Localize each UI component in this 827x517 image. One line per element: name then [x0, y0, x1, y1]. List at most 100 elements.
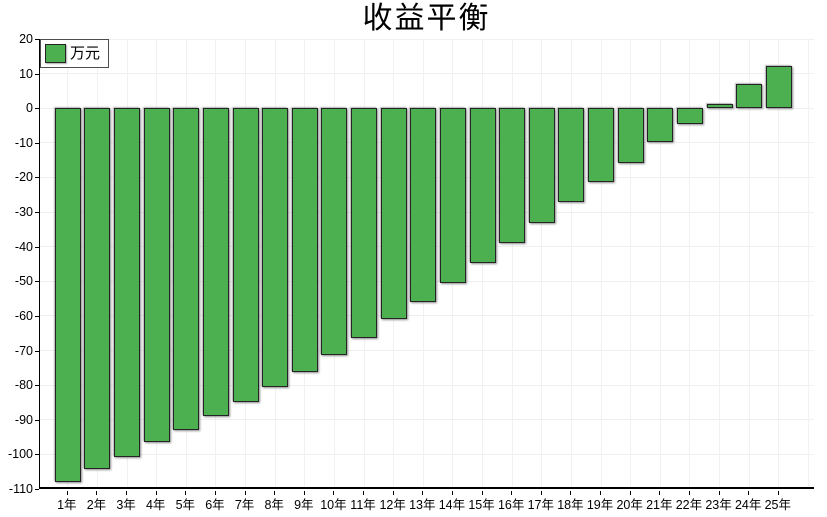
bar-1年[interactable]	[54, 108, 81, 483]
v-gridline	[659, 39, 661, 487]
y-tick-label: 20	[19, 32, 33, 46]
y-axis-tick	[35, 350, 39, 352]
bar-20年[interactable]	[617, 108, 644, 163]
bar-16年[interactable]	[499, 108, 526, 243]
y-axis-tick	[35, 108, 39, 110]
bar-24年[interactable]	[736, 84, 763, 109]
bar-5年[interactable]	[173, 108, 200, 431]
bar-9年[interactable]	[291, 108, 318, 373]
v-gridline	[482, 39, 484, 487]
bar-6年[interactable]	[202, 108, 229, 417]
h-gridline	[40, 419, 814, 421]
x-tick-label: 19年	[586, 498, 614, 512]
bar-19年[interactable]	[588, 108, 615, 183]
x-tick-label: 24年	[734, 498, 762, 512]
bar-21年[interactable]	[647, 108, 674, 142]
v-gridline	[689, 39, 691, 487]
y-tick-label: -60	[14, 308, 33, 323]
h-gridline	[40, 384, 814, 386]
chart-title: 收益平衡	[362, 2, 491, 35]
bar-25年[interactable]	[765, 66, 792, 109]
bar-15年[interactable]	[469, 108, 496, 263]
y-axis-tick	[35, 39, 39, 40]
x-axis-tick	[659, 491, 661, 495]
v-gridline	[807, 39, 809, 487]
bar-18年[interactable]	[558, 108, 585, 203]
x-axis-tick	[600, 491, 602, 495]
x-tick-label: 20年	[616, 498, 643, 512]
x-tick-label: 3年	[116, 498, 136, 512]
v-gridline	[748, 39, 750, 487]
x-tick-label: 13年	[409, 498, 436, 512]
y-axis-tick	[35, 385, 39, 387]
x-axis-tick	[155, 491, 157, 495]
y-tick-label: -40	[14, 239, 33, 254]
bar-14年[interactable]	[439, 108, 466, 283]
x-axis-tick	[126, 491, 128, 495]
y-tick-label: -90	[14, 412, 33, 427]
v-gridline	[570, 39, 572, 487]
x-tick-label: 1年	[57, 498, 77, 512]
bar-10年[interactable]	[321, 108, 348, 356]
x-tick-label: 25年	[764, 498, 791, 512]
x-axis-tick	[777, 491, 779, 495]
x-axis-tick	[363, 491, 365, 495]
y-tick-label: -70	[14, 343, 33, 358]
x-axis-tick	[570, 491, 572, 495]
x-tick-label: 22年	[675, 498, 703, 512]
bar-8年[interactable]	[262, 108, 289, 388]
x-tick-label: 17年	[527, 498, 554, 512]
x-tick-label: 15年	[468, 498, 495, 512]
bar-11年[interactable]	[351, 108, 378, 339]
x-tick-label: 5年	[175, 498, 196, 512]
x-axis-tick	[66, 491, 68, 495]
legend[interactable]: 万元	[40, 39, 110, 68]
h-gridline	[40, 350, 814, 352]
plot-area	[39, 38, 814, 489]
x-tick-label: 16年	[497, 498, 525, 512]
bar-12年[interactable]	[380, 108, 407, 320]
legend-label: 万元	[70, 45, 101, 62]
bar-2年[interactable]	[84, 108, 111, 470]
bar-13年[interactable]	[410, 108, 437, 302]
y-axis-tick	[35, 489, 39, 490]
bar-23年[interactable]	[706, 104, 733, 109]
x-axis-tick	[540, 491, 542, 495]
x-axis-tick	[629, 491, 631, 495]
x-axis-tick	[333, 491, 335, 495]
v-gridline	[541, 39, 543, 487]
x-tick-label: 10年	[320, 498, 347, 512]
legend-swatch-icon	[45, 44, 66, 63]
v-gridline	[778, 39, 780, 487]
v-gridline	[511, 39, 513, 487]
y-tick-label: 0	[26, 101, 33, 116]
h-gridline	[40, 453, 814, 455]
bar-3年[interactable]	[114, 108, 141, 458]
x-tick-label: 14年	[438, 498, 466, 512]
h-gridline	[40, 315, 814, 317]
x-tick-label: 2年	[86, 498, 107, 512]
y-tick-label: -100	[7, 447, 33, 462]
bar-17年[interactable]	[528, 108, 555, 224]
x-tick-label: 11年	[350, 498, 376, 512]
y-tick-label: -30	[14, 205, 33, 220]
y-tick-label: -110	[8, 482, 33, 496]
x-axis-tick	[96, 491, 98, 495]
x-tick-label: 4年	[145, 498, 166, 512]
y-axis-tick	[35, 142, 39, 144]
bar-22年[interactable]	[676, 108, 703, 125]
bar-7年[interactable]	[232, 108, 259, 402]
x-axis-tick	[303, 491, 305, 495]
x-axis-tick	[392, 491, 394, 495]
y-axis-tick	[35, 315, 39, 317]
x-tick-label: 21年	[646, 498, 673, 512]
y-tick-label: -80	[14, 378, 33, 393]
y-axis-tick	[35, 246, 39, 248]
bar-4年[interactable]	[143, 108, 170, 442]
v-gridline	[719, 39, 721, 487]
x-tick-label: 18年	[557, 498, 584, 512]
x-axis-tick	[185, 491, 187, 495]
y-tick-label: 10	[19, 66, 33, 81]
x-axis-tick	[451, 491, 453, 495]
